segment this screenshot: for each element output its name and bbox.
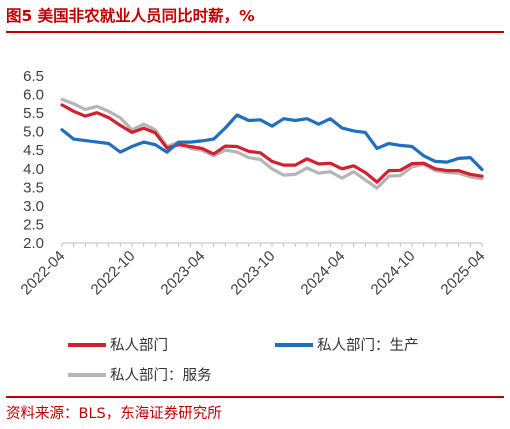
title-divider [6,31,504,33]
legend-label: 私人部门 [110,337,168,354]
series-line-0 [60,103,484,184]
series-line-2 [60,97,484,190]
x-tick-label: 2022-10 [88,248,139,299]
series-line-1 [60,113,484,172]
source-note: 资料来源：BLS，东海证券研究所 [6,406,222,422]
y-tick-label: 6.5 [23,68,44,85]
legend-label: 私人部门：服务 [110,367,212,384]
y-tick-label: 4.5 [23,142,44,159]
x-tick-label: 2023-10 [228,248,279,299]
y-tick-label: 6.0 [23,87,44,104]
chart-title: 图5 美国非农就业人员同比时薪，% [6,7,255,25]
x-axis: 2022-04 2022-10 2023-04 2023-10 2024-04 2024-… [18,242,489,299]
series-lines [60,97,484,190]
x-tick-label: 2025-04 [438,248,489,299]
y-tick-label: 2.5 [23,216,44,233]
y-tick-label: 5.0 [23,124,44,141]
y-tick-label: 3.0 [23,198,44,215]
x-tick-label: 2023-04 [158,248,209,299]
legend-label: 私人部门：生产 [317,337,419,354]
y-tick-label: 2.0 [23,235,44,252]
x-tick-label: 2022-04 [18,248,69,299]
x-tick-label: 2024-10 [368,248,419,299]
y-axis: 2.0 2.53.0 3.54.0 4.55.0 5.56.0 6.5 [23,68,44,252]
source-divider [6,396,504,398]
y-tick-label: 5.5 [23,105,44,122]
line-chart: 2.02.53.03.54.04.55.05.56.06.5 2022-04 20… [18,68,489,384]
y-tick-label: 3.5 [23,179,44,196]
x-tick-label: 2024-04 [298,248,349,299]
y-tick-label: 4.0 [23,161,44,178]
